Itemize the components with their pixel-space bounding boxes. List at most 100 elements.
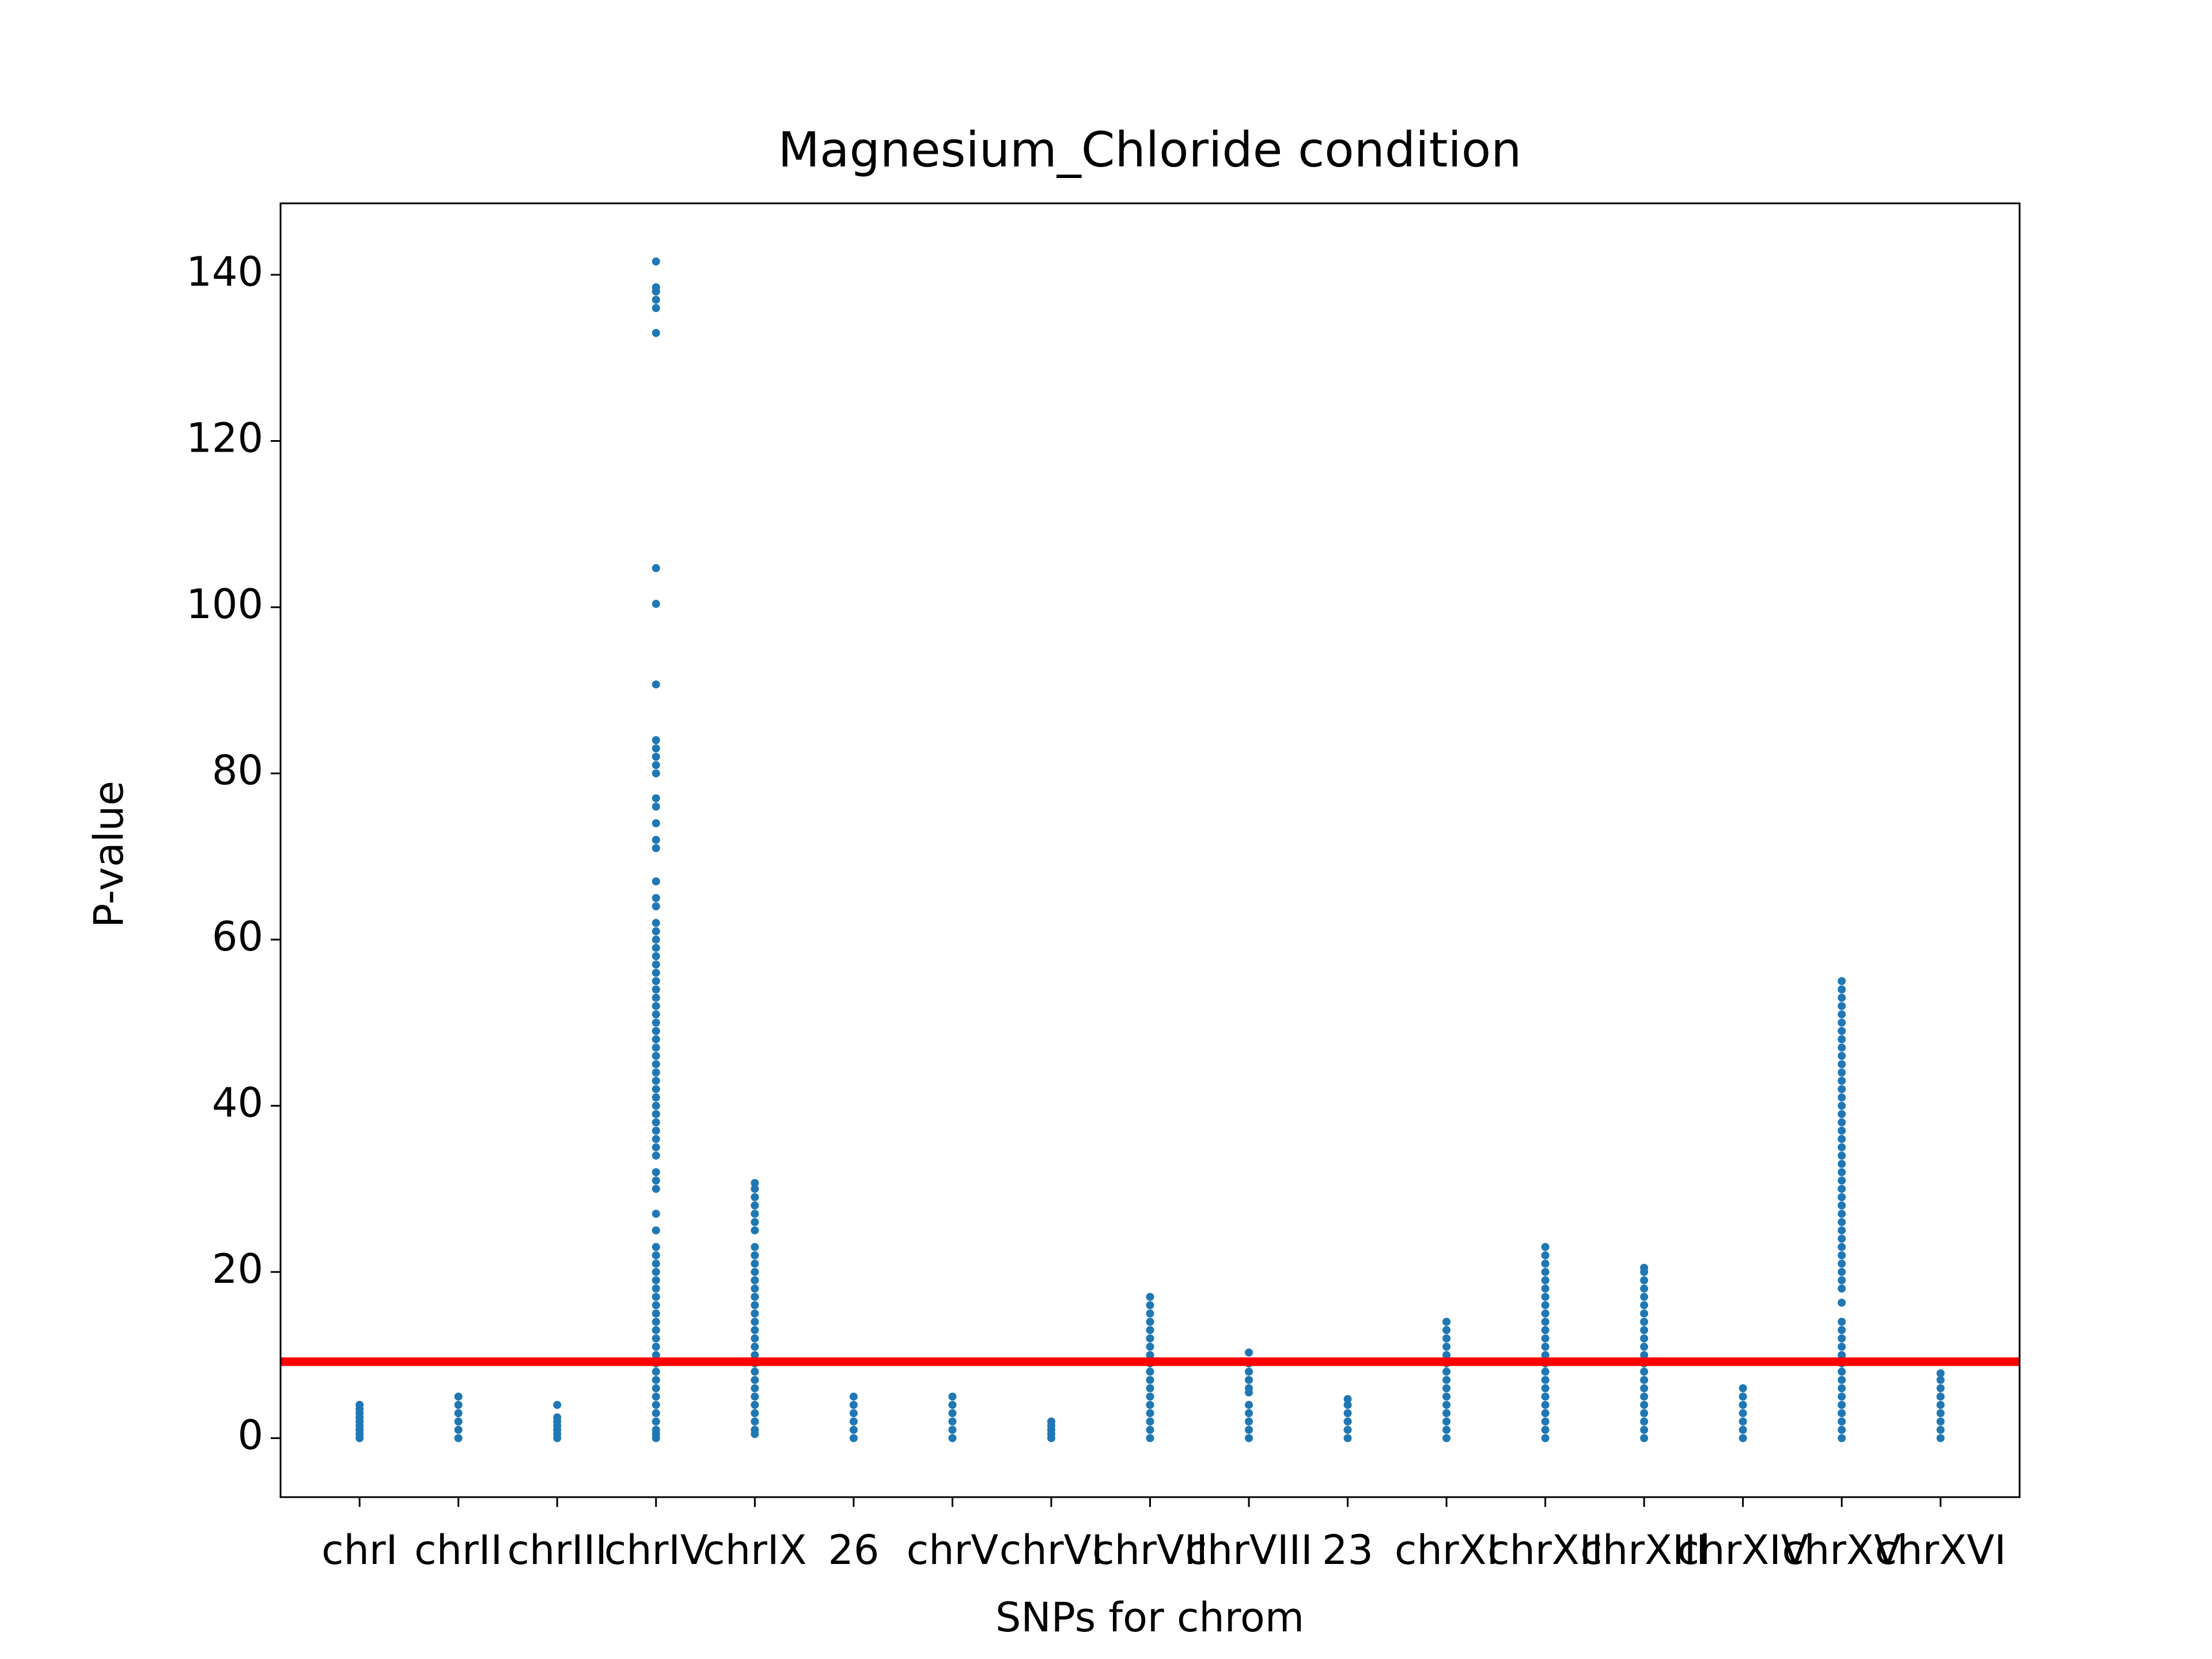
data-point [652, 944, 660, 952]
data-point [652, 985, 660, 994]
data-point [1640, 1263, 1649, 1272]
data-point [751, 1259, 759, 1268]
data-point [1936, 1369, 1945, 1378]
data-point [849, 1434, 858, 1442]
data-point [1838, 1101, 1846, 1110]
data-point [1146, 1368, 1154, 1376]
data-point [1146, 1334, 1154, 1343]
data-point [1541, 1301, 1550, 1309]
data-point [652, 1400, 660, 1409]
data-point [849, 1417, 858, 1426]
data-point [1442, 1400, 1451, 1409]
data-point [1640, 1317, 1649, 1326]
data-point [454, 1409, 463, 1418]
data-point [1442, 1384, 1451, 1393]
data-point [1640, 1400, 1649, 1409]
x-tick-label: chrVIII [1185, 1527, 1312, 1574]
data-point [1245, 1417, 1253, 1426]
data-point [1442, 1392, 1451, 1401]
data-point [1541, 1259, 1550, 1268]
data-point [652, 1334, 660, 1343]
data-point [1146, 1384, 1154, 1393]
data-point [1245, 1376, 1253, 1384]
data-point [1838, 1376, 1846, 1384]
data-point [652, 1317, 660, 1326]
data-point [652, 1284, 660, 1293]
data-point [1838, 1259, 1846, 1268]
data-point [1640, 1392, 1649, 1401]
data-point [1738, 1434, 1747, 1442]
data-point [652, 1368, 660, 1376]
data-point [1541, 1268, 1550, 1277]
data-point [652, 1101, 660, 1110]
data-point [652, 1301, 660, 1309]
data-point [751, 1392, 759, 1401]
data-point [1838, 1268, 1846, 1277]
data-point [652, 1210, 660, 1218]
data-point [1838, 1184, 1846, 1193]
data-point [652, 927, 660, 935]
x-tick-label: 23 [1322, 1527, 1373, 1574]
data-point [652, 1043, 660, 1052]
data-point [1541, 1309, 1550, 1318]
data-point [1838, 1168, 1846, 1176]
y-tick-label: 80 [212, 747, 263, 794]
data-point [1838, 1342, 1846, 1351]
data-point [1146, 1417, 1154, 1426]
data-point [1738, 1409, 1747, 1418]
data-point [1640, 1301, 1649, 1309]
data-point [652, 1184, 660, 1193]
data-point [1343, 1417, 1352, 1426]
data-point [652, 977, 660, 986]
x-tick-label: chrIV [604, 1527, 708, 1574]
data-point [1146, 1317, 1154, 1326]
data-point [1936, 1426, 1945, 1434]
data-point [652, 1018, 660, 1027]
data-point [1838, 1027, 1846, 1035]
data-point [751, 1218, 759, 1226]
data-point [652, 919, 660, 927]
data-point [948, 1392, 957, 1401]
data-point [1442, 1368, 1451, 1376]
data-point [1442, 1417, 1451, 1426]
data-point [1838, 1077, 1846, 1085]
y-tick-label: 40 [212, 1080, 263, 1127]
data-point [948, 1409, 957, 1418]
data-point [751, 1301, 759, 1309]
data-point [1838, 1234, 1846, 1243]
data-point [1343, 1400, 1352, 1409]
data-point [1838, 1409, 1846, 1418]
data-point [652, 1309, 660, 1318]
data-point [652, 1176, 660, 1185]
data-point [751, 1193, 759, 1202]
data-point [652, 1409, 660, 1418]
data-point [1541, 1351, 1550, 1359]
data-point [652, 1392, 660, 1401]
data-point [849, 1409, 858, 1418]
data-point [652, 893, 660, 902]
data-point [454, 1400, 463, 1409]
data-point [553, 1400, 562, 1409]
data-point [454, 1392, 463, 1401]
data-point [1640, 1284, 1649, 1293]
data-point [1343, 1409, 1352, 1418]
data-point [1640, 1417, 1649, 1426]
data-point [1838, 1243, 1846, 1251]
data-point [1146, 1400, 1154, 1409]
data-point [1541, 1342, 1550, 1351]
data-point [1640, 1334, 1649, 1343]
data-point [1146, 1309, 1154, 1318]
x-tick-label: chrXIV [1677, 1527, 1809, 1574]
data-point [652, 1118, 660, 1127]
data-point [1738, 1400, 1747, 1409]
data-point [1146, 1301, 1154, 1309]
x-tick-label: chrXII [1487, 1527, 1603, 1574]
data-point [652, 744, 660, 753]
data-point [751, 1417, 759, 1426]
data-point [1442, 1434, 1451, 1442]
data-point [652, 1268, 660, 1277]
chart-title: Magnesium_Chloride condition [778, 122, 1522, 178]
data-point [1146, 1426, 1154, 1434]
